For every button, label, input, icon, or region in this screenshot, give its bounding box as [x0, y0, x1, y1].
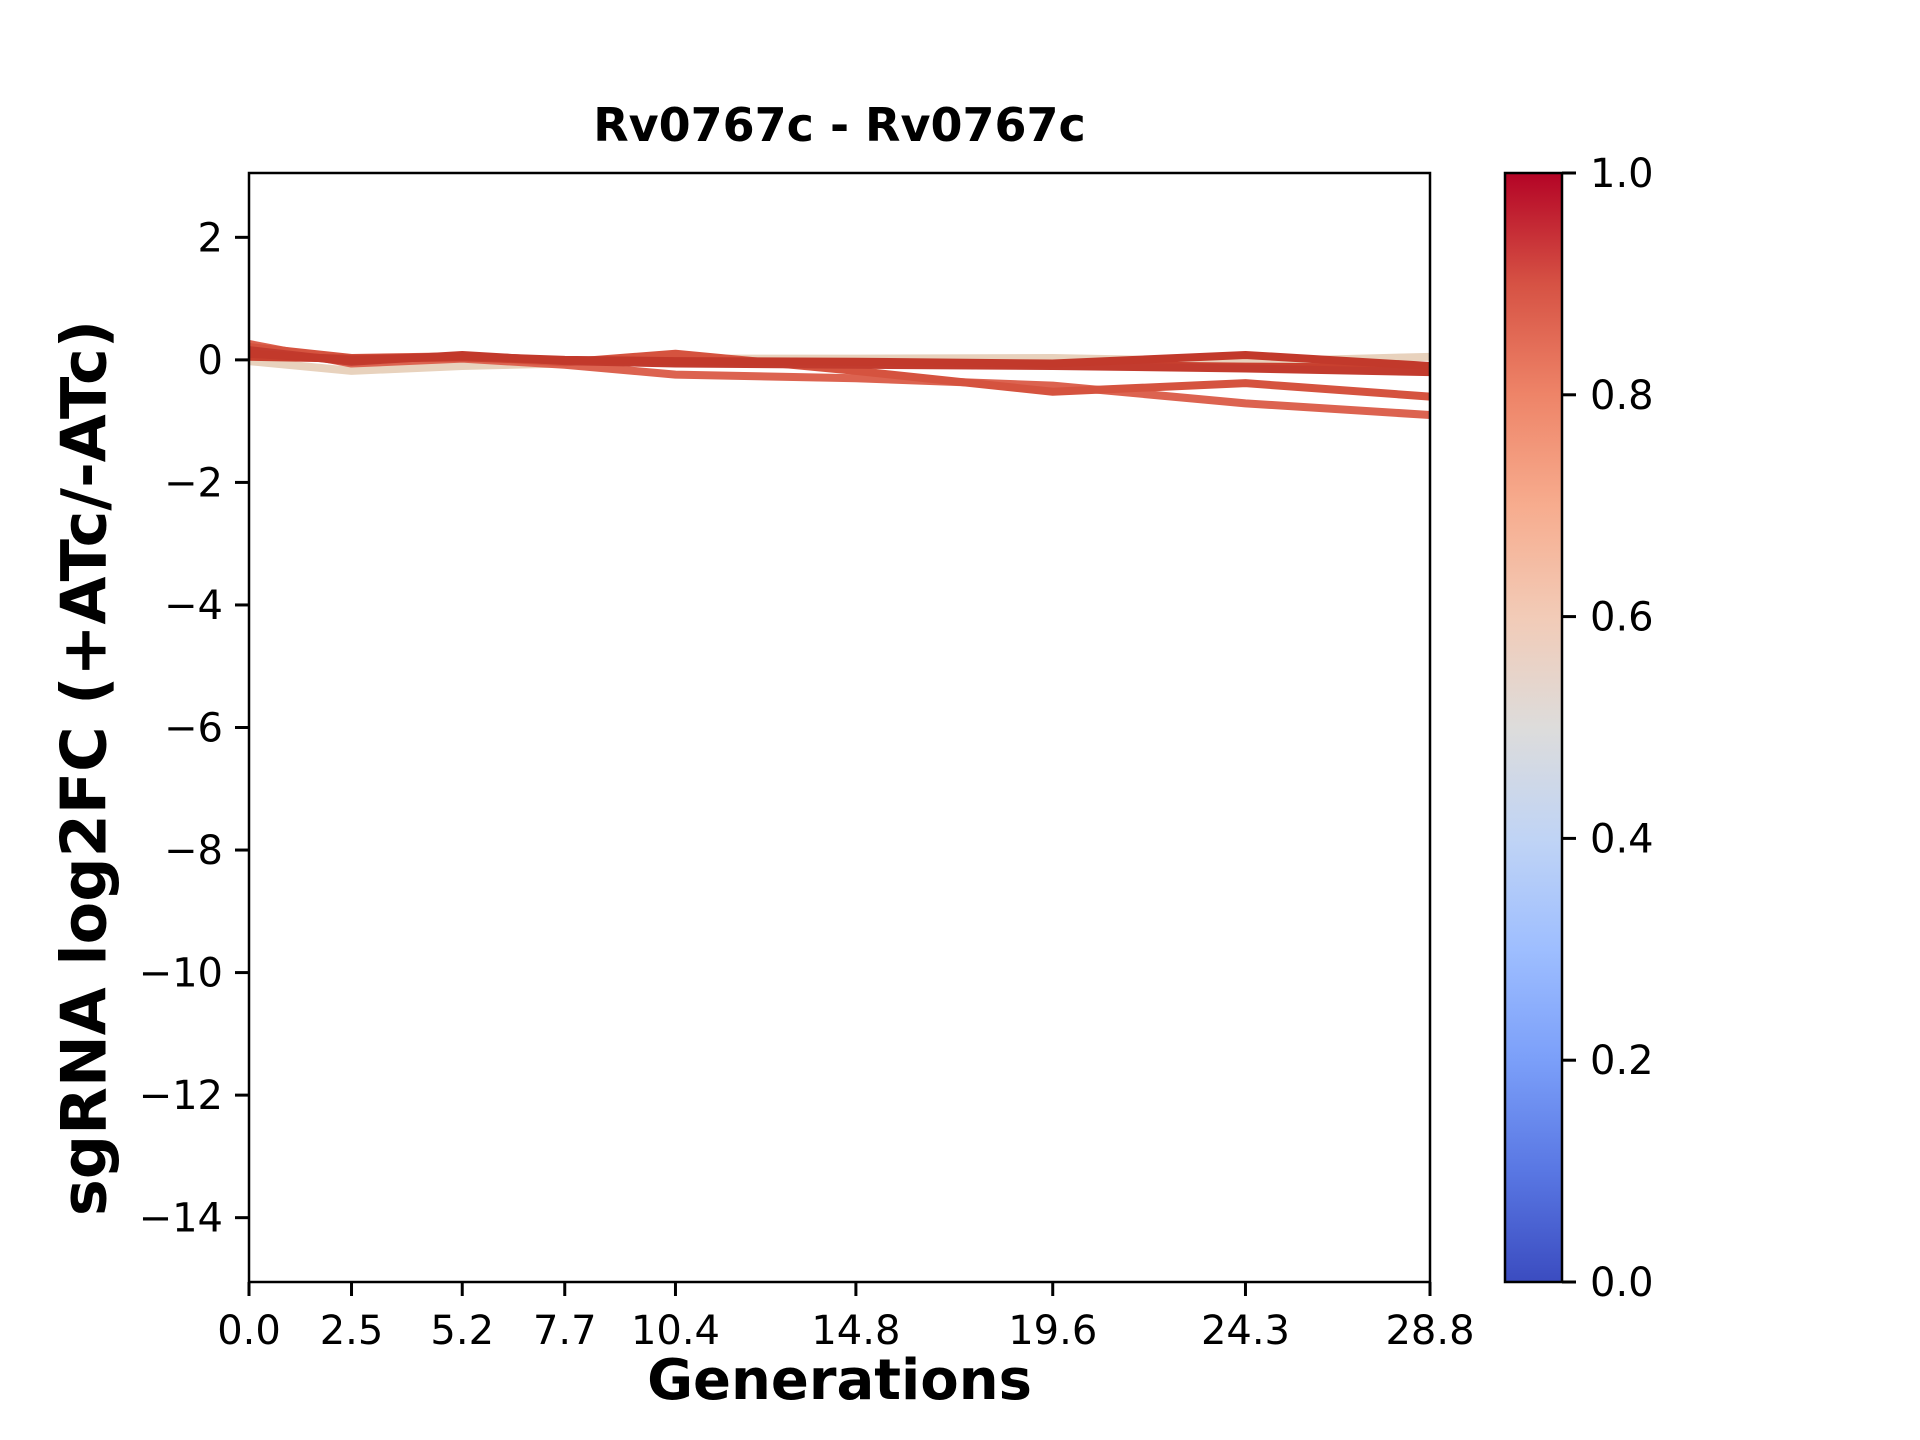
chart-title: Rv0767c - Rv0767c — [593, 98, 1086, 152]
x-tick-label: 0.0 — [217, 1308, 281, 1354]
y-tick-label: 0 — [198, 338, 223, 384]
colorbar-tick-label: 0.2 — [1590, 1038, 1654, 1084]
plot-border — [247, 171, 1432, 1284]
colorbar-border — [1503, 171, 1564, 1284]
colorbar-group: 0.0 0.2 0.4 0.6 0.8 1.0 — [1503, 151, 1654, 1306]
x-tick-label: 24.3 — [1201, 1308, 1290, 1354]
axes-group: 2 0 −2 −4 −6 −8 −10 −12 −14 0.0 2.5 5.2 7.7 10.4 14.8 1… — [139, 171, 1475, 1354]
series-line-sgRNA-6 — [248, 349, 1431, 370]
colorbar-tick-label: 0.4 — [1590, 816, 1654, 862]
x-tick-label: 2.5 — [320, 1308, 384, 1354]
x-tick-label: 14.8 — [811, 1308, 900, 1354]
colorbar-tick-label: 0.0 — [1590, 1260, 1654, 1306]
x-tick-label: 5.2 — [430, 1308, 494, 1354]
x-axis-label: Generations — [647, 1348, 1032, 1413]
colorbar-tick-label: 0.6 — [1590, 595, 1654, 641]
x-tick-label: 28.8 — [1385, 1308, 1474, 1354]
y-tick-label: −6 — [164, 706, 223, 752]
y-tick-label: −8 — [164, 828, 223, 874]
y-tick-label: −4 — [164, 583, 223, 629]
y-tick-label: −14 — [139, 1196, 223, 1242]
x-tick-label: 10.4 — [631, 1308, 720, 1354]
y-tick-label: −2 — [164, 460, 223, 506]
x-tick-label: 19.6 — [1008, 1308, 1097, 1354]
colorbar-tick-label: 1.0 — [1590, 151, 1654, 197]
series-lines-group — [248, 340, 1431, 420]
y-tick-label: −10 — [139, 951, 223, 997]
colorbar-bar — [1505, 173, 1562, 1282]
x-tick-label: 7.7 — [533, 1308, 597, 1354]
colorbar-tick-label: 0.8 — [1590, 373, 1654, 419]
y-tick-label: 2 — [198, 215, 223, 261]
y-tick-label: −12 — [139, 1073, 223, 1119]
